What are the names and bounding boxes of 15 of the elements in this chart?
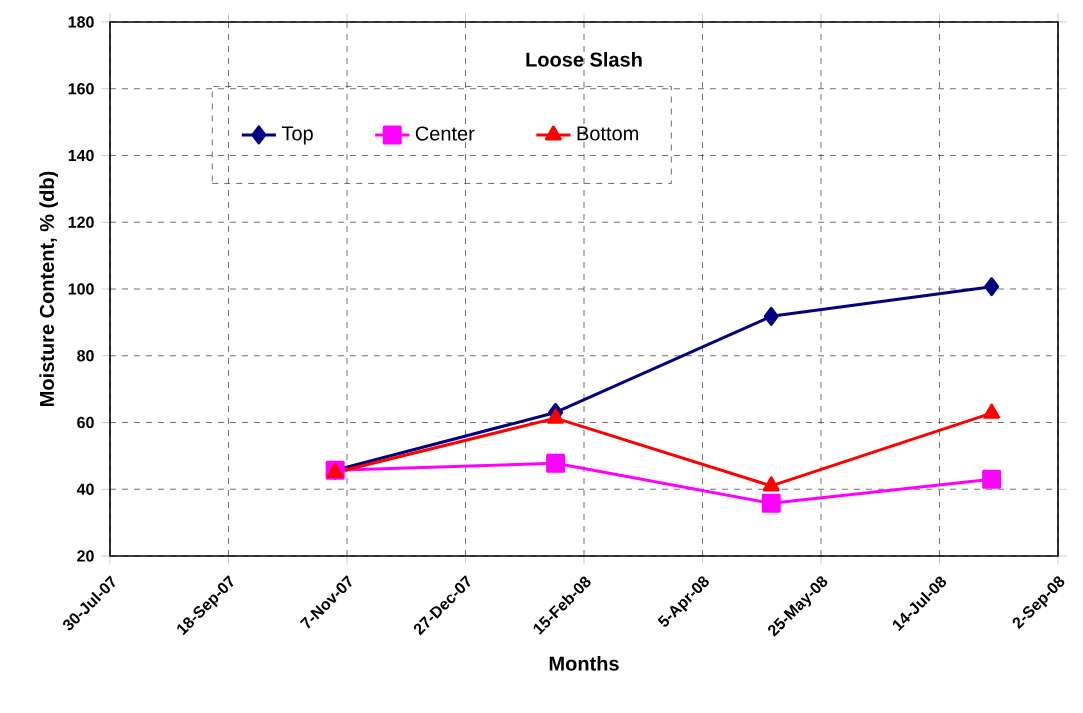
y-tick-label: 60 [77, 416, 94, 429]
x-axis-title: Months [549, 655, 619, 671]
y-axis-title: Moisture Content, % (db) [39, 171, 58, 406]
text: Loose Slash [526, 52, 642, 67]
y-tick-label: 120 [68, 216, 94, 228]
y-tick-label: 160 [68, 83, 94, 95]
legend-label: Center [415, 126, 475, 141]
y-tick-label: 40 [76, 483, 94, 495]
y-tick-label: 20 [77, 550, 94, 562]
y-tick-label: 80 [77, 350, 94, 362]
legend-label: Bottom [577, 126, 639, 141]
y-tick-label: 140 [68, 149, 94, 162]
y-tick-label: 180 [68, 16, 94, 28]
y-tick-label: 100 [68, 283, 94, 295]
legend-label: Top [281, 126, 313, 145]
